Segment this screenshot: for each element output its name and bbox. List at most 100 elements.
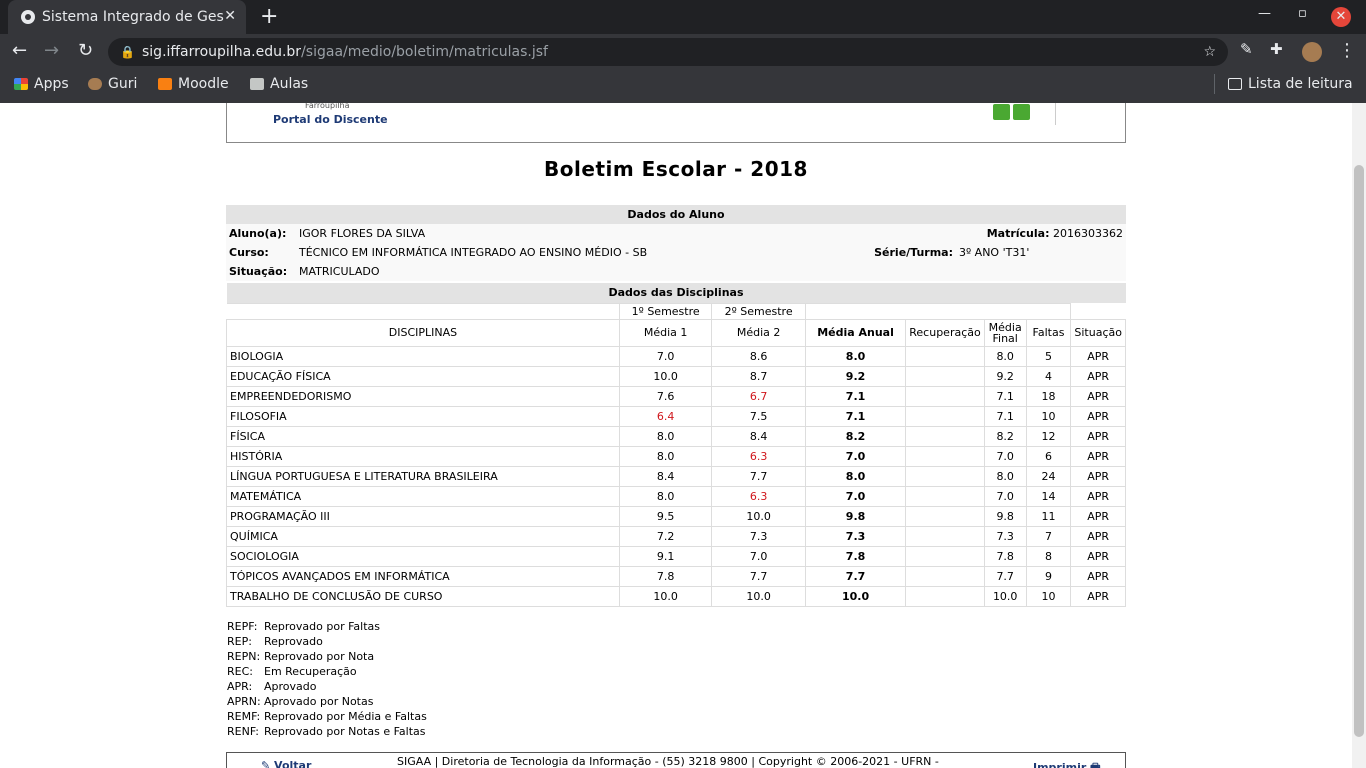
column-header: Faltas (1025, 318, 1072, 347)
cell: 8.0 (983, 465, 1027, 487)
row: HISTÓRIA 8.0 6.3 7.0 7.0 6 APR (226, 445, 1126, 467)
cell: 7.0 (618, 345, 713, 367)
profile[interactable] (1302, 42, 1322, 62)
logo-text: Farroupilha (305, 103, 350, 110)
browser-chrome: Sistema Integrado de Ges ✕ + — ▫ ✕ ← → ↻… (0, 0, 1366, 103)
back-label: Voltar (274, 759, 312, 768)
forward-button[interactable]: → (44, 40, 60, 61)
cell (1071, 303, 1126, 319)
cell: 6 (1025, 445, 1072, 467)
legend: REPF: Reprovado por Faltas REP: Reprovado RE… (227, 619, 427, 739)
print-link[interactable]: Imprimir 🖶 (1033, 759, 1101, 768)
row: MATEMÁTICA 8.0 6.3 7.0 7.0 14 APR (226, 485, 1126, 507)
close-window[interactable]: ✕ (1331, 7, 1351, 27)
minimize[interactable]: — (1258, 6, 1271, 21)
bookmark[interactable]: Aulas (250, 76, 308, 92)
discipline: EDUCAÇÃO FÍSICA (226, 365, 620, 387)
menu[interactable]: ⋮ (1338, 40, 1356, 61)
row: EDUCAÇÃO FÍSICA 10.0 8.7 9.2 9.2 4 APR (226, 365, 1126, 387)
back-button[interactable]: ← (12, 40, 28, 61)
cell: 8.2 (983, 425, 1027, 447)
icon (88, 78, 102, 90)
legend-text: Aprovado (264, 680, 317, 693)
tab[interactable]: Sistema Integrado de Ges ✕ (8, 0, 246, 34)
cell (905, 585, 985, 607)
cell: APR (1070, 465, 1126, 487)
separator (1214, 74, 1215, 94)
cell: 7.0 (804, 445, 907, 467)
column-header: Recuperação (905, 318, 985, 347)
page-title: Boletim Escolar - 2018 (544, 157, 808, 181)
legend-item: REMF: Reprovado por Média e Faltas (227, 709, 427, 724)
cell: 10.0 (711, 585, 806, 607)
apps-icon (14, 78, 28, 90)
new-tab[interactable]: + (260, 4, 279, 29)
extensions-button[interactable]: ✚ (1270, 40, 1283, 58)
legend-code: REMF: (227, 710, 261, 723)
cell: 8.0 (618, 445, 713, 467)
bookmark[interactable]: Apps (14, 76, 69, 92)
cell: 7.1 (983, 405, 1027, 427)
cell: 11 (1025, 505, 1072, 527)
cell: 7.7 (711, 465, 806, 487)
tab-bar: Sistema Integrado de Ges ✕ + — ▫ ✕ (0, 0, 1366, 34)
discipline: BIOLOGIA (226, 345, 620, 367)
bookmark[interactable]: Moodle (158, 76, 229, 92)
bookmark-star[interactable]: ☆ (1203, 44, 1216, 60)
cell (226, 302, 620, 320)
cell: 7.7 (804, 565, 907, 587)
bookmark[interactable]: Guri (88, 76, 137, 92)
value: 3º ANO 'T31' (959, 246, 1030, 259)
legend-item: REP: Reprovado (227, 634, 427, 649)
column-header: DISCIPLINAS (226, 318, 620, 347)
cell: 9.5 (618, 505, 713, 527)
cell: 8.0 (804, 465, 907, 487)
back-link[interactable]: ✎ Voltar (261, 759, 311, 768)
scrollbar-thumb[interactable] (1354, 165, 1364, 737)
tab-close[interactable]: ✕ (224, 8, 236, 24)
reading-list[interactable]: Lista de leitura (1228, 76, 1353, 92)
favicon (21, 10, 35, 24)
cell: 7.0 (983, 485, 1027, 507)
cell: 10.0 (618, 365, 713, 387)
portal-label: Portal do Discente (273, 113, 388, 126)
address-bar[interactable]: 🔒 sig.iffarroupilha.edu.br/sigaa/medio/b… (108, 38, 1228, 66)
cell: 7.1 (804, 405, 907, 427)
value: MATRICULADO (299, 265, 380, 278)
legend-code: REC: (227, 665, 253, 678)
cell: APR (1070, 485, 1126, 507)
row: PROGRAMAÇÃO III 9.5 10.0 9.8 9.8 11 APR (226, 505, 1126, 527)
restore[interactable]: ▫ (1298, 6, 1307, 21)
legend-text: Reprovado por Nota (264, 650, 375, 663)
cell: 6.3 (711, 485, 806, 507)
grades-table: Dados das Disciplinas 1º Semestre 2º Semes… (226, 283, 1126, 607)
cell: APR (1070, 445, 1126, 467)
legend-item: APRN: Aprovado por Notas (227, 694, 427, 709)
cell: 9.8 (983, 505, 1027, 527)
row: TÓPICOS AVANÇADOS EM INFORMÁTICA 7.8 7.7 7.… (226, 565, 1126, 587)
cell (905, 565, 985, 587)
cell: 10 (1025, 585, 1072, 607)
legend-item: REC: Em Recuperação (227, 664, 427, 679)
cell: APR (1070, 425, 1126, 447)
cell: 9.1 (618, 545, 713, 567)
bookmark-label: Moodle (178, 76, 229, 92)
row: 1º Semestre 2º Semestre (226, 302, 1126, 320)
cell: 7.7 (983, 565, 1027, 587)
column-header: Média Final (983, 318, 1027, 347)
row: SOCIOLOGIA 9.1 7.0 7.8 7.8 8 APR (226, 545, 1126, 567)
cell: 8 (1025, 545, 1072, 567)
cell: APR (1070, 505, 1126, 527)
cell: 7.6 (618, 385, 713, 407)
extension[interactable]: ✎ (1240, 40, 1253, 58)
label: Série/Turma: (874, 246, 953, 259)
legend-text: Reprovado por Média e Faltas (264, 710, 427, 723)
cell: 7.3 (711, 525, 806, 547)
value: TÉCNICO EM INFORMÁTICA INTEGRADO AO ENSI… (299, 246, 648, 259)
cell: 7.0 (983, 445, 1027, 467)
reload-button[interactable]: ↻ (78, 40, 94, 61)
cell (905, 485, 985, 507)
cell: 9.2 (804, 365, 907, 387)
tab-title: Sistema Integrado de Ges (42, 9, 224, 25)
